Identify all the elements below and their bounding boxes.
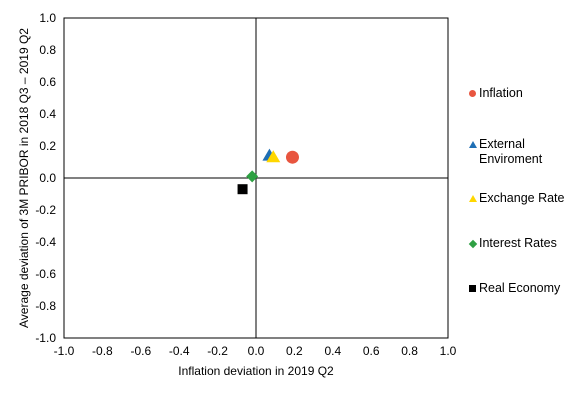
- x-tick-label: -0.6: [130, 344, 151, 358]
- triangle-marker-icon: [468, 191, 477, 206]
- y-tick-label: 0.6: [39, 75, 56, 89]
- y-tick-label: -0.2: [35, 203, 56, 217]
- y-tick-label: 0.8: [39, 43, 56, 57]
- point-exchange-rate: [266, 150, 281, 163]
- legend-item-interest-rates: Interest Rates: [468, 236, 580, 251]
- legend-item-real-economy: Real Economy: [468, 281, 580, 296]
- y-tick-labels: 1.0 0.8 0.6 0.4 0.2 0.0 -0.2 -0.4 -0.6 -0.8 -1.0: [35, 11, 56, 345]
- x-tick-label: 1.0: [440, 344, 457, 358]
- y-tick-label: 0.2: [39, 139, 56, 153]
- triangle-marker-icon: [468, 137, 477, 152]
- legend-item-inflation: Inflation: [468, 86, 580, 101]
- x-tick-label: 0.6: [363, 344, 380, 358]
- x-tick-label: -0.4: [169, 344, 190, 358]
- legend: Inflation External Enviroment Exchange R…: [468, 86, 580, 295]
- legend-label: Exchange Rate: [479, 191, 565, 205]
- y-tick-label: -0.8: [35, 299, 56, 313]
- square-marker-icon: [468, 281, 477, 296]
- data-points: [237, 148, 299, 195]
- legend-label: External Enviroment: [479, 137, 543, 166]
- x-tick-label: -1.0: [54, 344, 75, 358]
- x-tick-label: -0.2: [207, 344, 228, 358]
- x-tick-label: 0.2: [286, 344, 303, 358]
- legend-label: Real Economy: [479, 281, 561, 295]
- point-interest-rates: [246, 170, 259, 183]
- circle-marker-icon: [468, 86, 477, 101]
- point-real-economy: [237, 184, 248, 195]
- legend-item-external-enviroment: External Enviroment: [468, 137, 554, 167]
- x-tick-labels: -1.0 -0.8 -0.6 -0.4 -0.2 0.0 0.2 0.4 0.6 0.8 1.0: [54, 344, 457, 358]
- legend-label: Interest Rates: [479, 236, 557, 250]
- legend-label: Inflation: [479, 86, 523, 100]
- point-inflation: [285, 150, 299, 164]
- y-tick-label: 0.4: [39, 107, 56, 121]
- diamond-marker-icon: [468, 236, 477, 251]
- legend-item-exchange-rate: Exchange Rate: [468, 191, 580, 206]
- y-tick-label: -0.4: [35, 235, 56, 249]
- y-tick-label: -1.0: [35, 331, 56, 345]
- y-tick-label: -0.6: [35, 267, 56, 281]
- x-tick-label: 0.0: [248, 344, 265, 358]
- y-tick-label: 0.0: [39, 171, 56, 185]
- y-tick-label: 1.0: [39, 11, 56, 25]
- x-tick-label: -0.8: [92, 344, 113, 358]
- x-axis-title: Inflation deviation in 2019 Q2: [178, 364, 334, 378]
- y-axis-title: Average deviation of 3M PRIBOR in 2018 Q…: [17, 28, 31, 328]
- x-tick-label: 0.8: [401, 344, 418, 358]
- x-tick-label: 0.4: [324, 344, 341, 358]
